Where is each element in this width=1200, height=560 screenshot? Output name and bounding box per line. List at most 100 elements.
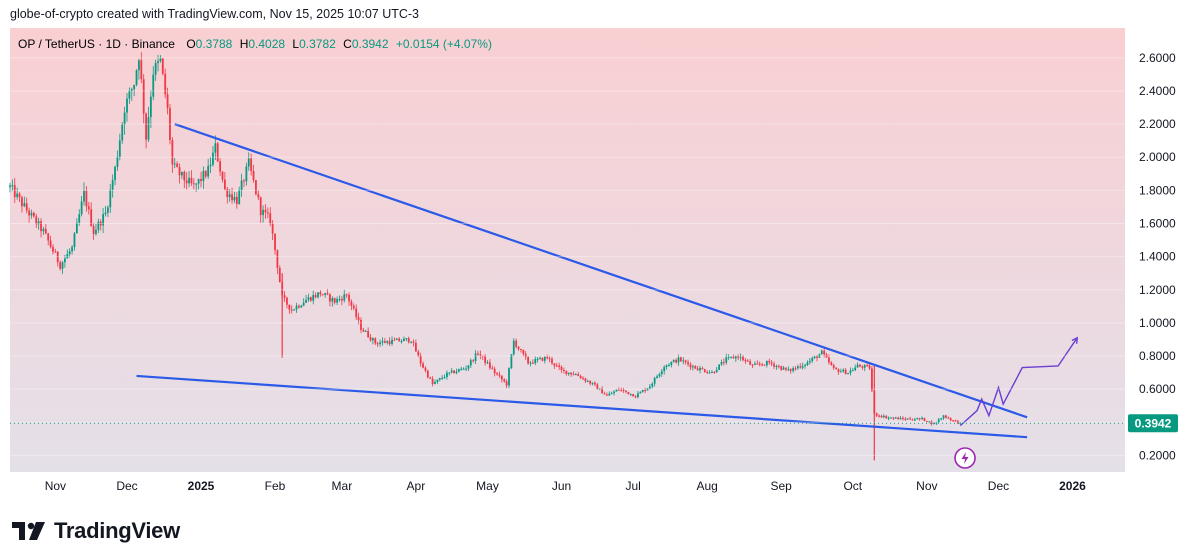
candle-body bbox=[847, 373, 849, 375]
candle-body bbox=[768, 361, 771, 363]
candle-body bbox=[135, 70, 138, 85]
candle-body bbox=[52, 246, 54, 252]
tradingview-brand[interactable]: TradingView bbox=[12, 514, 180, 548]
candle-body bbox=[746, 360, 749, 362]
candle-body bbox=[109, 189, 112, 208]
candle-body bbox=[25, 203, 28, 211]
candle-body bbox=[598, 388, 601, 390]
y-tick-label: 2.2000 bbox=[1139, 117, 1176, 131]
candle-body bbox=[761, 364, 763, 366]
candle-body bbox=[138, 60, 140, 71]
candle-body bbox=[770, 362, 773, 364]
candle-body bbox=[902, 417, 904, 419]
candle-body bbox=[348, 294, 350, 302]
candle-body bbox=[866, 365, 869, 367]
y-tick-label: 1.8000 bbox=[1139, 183, 1176, 197]
candle-body bbox=[195, 183, 198, 185]
candle-body bbox=[785, 367, 787, 370]
candle-body bbox=[142, 79, 145, 114]
candle-body bbox=[591, 382, 594, 384]
candle-body bbox=[782, 367, 785, 370]
lightning-icon[interactable] bbox=[954, 447, 976, 469]
candle-body bbox=[171, 140, 174, 165]
candle-body bbox=[128, 90, 131, 99]
candle-body bbox=[16, 193, 19, 198]
candle-body bbox=[446, 372, 448, 378]
candle-body bbox=[789, 369, 792, 371]
x-tick-label: Apr bbox=[407, 479, 426, 493]
candle-body bbox=[133, 84, 136, 90]
candle-body bbox=[589, 380, 592, 384]
candle-body bbox=[880, 415, 883, 418]
candle-body bbox=[739, 356, 742, 358]
ohlc-open: 0.3788 bbox=[196, 37, 233, 51]
candle-body bbox=[541, 357, 544, 361]
candle-body bbox=[632, 393, 635, 397]
candle-body bbox=[106, 207, 109, 213]
time-axis[interactable]: Nov Dec 2025 Feb Mar Apr May Jun Jul Aug Sep Oct Nov… bbox=[45, 479, 1086, 493]
candle-body bbox=[345, 294, 348, 296]
candle-body bbox=[68, 251, 71, 255]
candle-body bbox=[462, 368, 465, 370]
candle-body bbox=[343, 294, 346, 301]
candle-body bbox=[479, 354, 482, 356]
candle-body bbox=[379, 342, 381, 345]
y-tick-label: 1.2000 bbox=[1139, 283, 1176, 297]
candle-body bbox=[531, 362, 534, 364]
symbol-legend[interactable]: OP / TetherUS · 1D · Binance O0.3788 H0.… bbox=[18, 37, 492, 51]
candle-body bbox=[644, 390, 646, 392]
y-tick-label: 0.6000 bbox=[1139, 382, 1176, 396]
candle-body bbox=[863, 365, 866, 368]
candle-body bbox=[192, 183, 195, 185]
candle-body bbox=[240, 180, 243, 191]
candle-body bbox=[243, 180, 245, 182]
candle-body bbox=[200, 178, 202, 182]
candle-body bbox=[11, 185, 14, 187]
candle-body bbox=[90, 209, 93, 227]
candle-body bbox=[61, 262, 64, 269]
candle-body bbox=[75, 222, 78, 234]
candle-body bbox=[584, 378, 587, 382]
candle-body bbox=[352, 305, 355, 309]
x-tick-label: Aug bbox=[696, 479, 717, 493]
candle-body bbox=[329, 294, 331, 302]
candle-body bbox=[684, 360, 687, 363]
candle-body bbox=[839, 371, 842, 373]
candle-body bbox=[730, 356, 732, 358]
candle-body bbox=[563, 369, 565, 371]
candle-body bbox=[959, 422, 962, 424]
candle-body bbox=[711, 371, 713, 373]
candle-body bbox=[844, 369, 847, 375]
candle-body bbox=[326, 293, 329, 295]
candle-body bbox=[126, 98, 128, 113]
candle-body bbox=[804, 364, 806, 366]
candle-body bbox=[147, 117, 150, 140]
candle-body bbox=[321, 294, 324, 296]
candle-body bbox=[367, 330, 370, 338]
candle-body bbox=[777, 366, 780, 368]
candle-body bbox=[176, 163, 179, 168]
candle-body bbox=[264, 209, 267, 213]
candle-body bbox=[247, 158, 250, 167]
candle-body bbox=[469, 360, 472, 366]
candle-body bbox=[257, 194, 260, 198]
candle-body bbox=[340, 298, 343, 301]
candle-body bbox=[899, 417, 902, 420]
candle-body bbox=[548, 358, 551, 360]
candle-body bbox=[381, 341, 384, 343]
candle-body bbox=[460, 368, 463, 370]
candle-body bbox=[66, 254, 69, 259]
candle-body bbox=[691, 366, 694, 368]
candle-body bbox=[500, 375, 503, 380]
y-tick-label: 2.6000 bbox=[1139, 51, 1176, 65]
candle-body bbox=[680, 357, 682, 362]
price-chart[interactable]: OP / TetherUS · 1D · Binance O0.3788 H0.… bbox=[0, 28, 1200, 500]
candle-body bbox=[448, 372, 451, 374]
candle-body bbox=[656, 376, 658, 378]
candle-body bbox=[357, 317, 360, 320]
candle-body bbox=[300, 305, 303, 308]
candle-body bbox=[178, 167, 181, 176]
candle-body bbox=[942, 415, 945, 419]
candle-body bbox=[517, 346, 520, 349]
price-axis[interactable]: 0.20000.40000.60000.80001.00001.20001.40… bbox=[10, 51, 1176, 463]
